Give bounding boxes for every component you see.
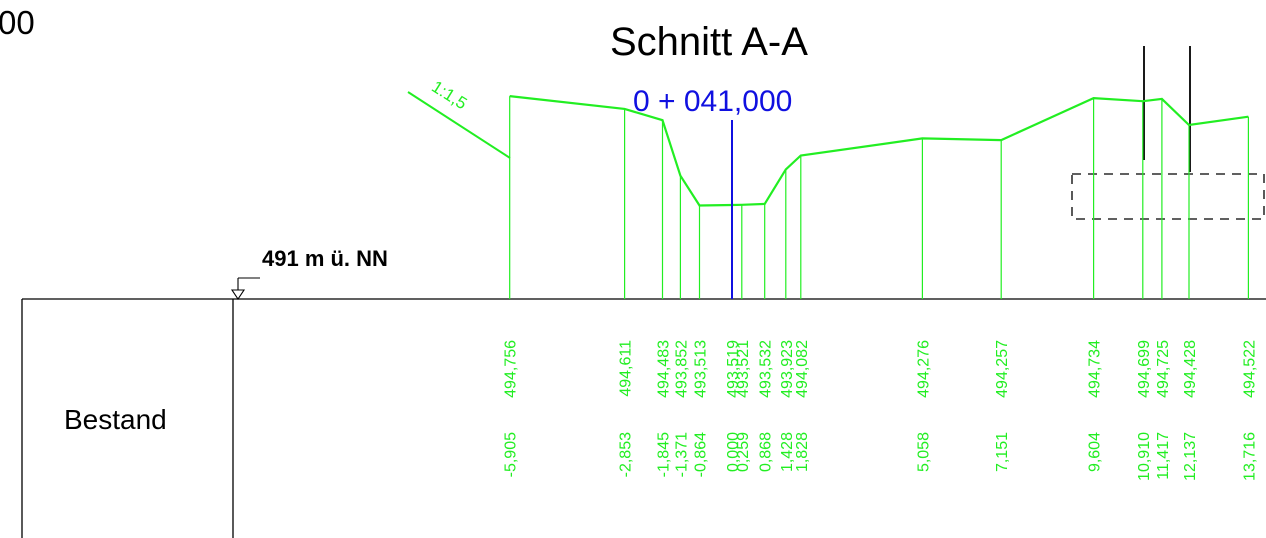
datum-label: 491 m ü. NN [262, 246, 388, 271]
height-label: 494,082 [794, 340, 811, 398]
height-label: 493,521 [735, 340, 752, 398]
height-label: 494,725 [1155, 340, 1172, 398]
terrain-verticals [509, 96, 1250, 299]
offset-label: 13,716 [1241, 432, 1258, 481]
height-label: 494,483 [656, 340, 673, 398]
offset-label: 0,259 [735, 432, 752, 472]
height-label: 493,852 [673, 340, 690, 398]
slope-extension: 1:1,5 [407, 77, 511, 159]
height-label: 494,756 [503, 340, 520, 398]
height-label: 493,532 [758, 340, 775, 398]
offset-label: 10,910 [1136, 432, 1153, 481]
height-label: 494,428 [1182, 340, 1199, 398]
datum-marker [230, 277, 260, 300]
offset-label: 11,417 [1155, 432, 1172, 480]
height-label: 494,699 [1136, 340, 1153, 398]
slope-line [407, 91, 511, 159]
station-label: 0 + 041,000 [633, 85, 793, 118]
height-label: 494,522 [1241, 340, 1258, 398]
offset-label: 7,151 [994, 432, 1011, 472]
height-label: 494,276 [915, 340, 932, 398]
table-frame [21, 298, 1266, 538]
dashed-outline [1071, 173, 1265, 220]
value-labels: 494,756 -5,905 494,611 -2,853 494,483 -1,845 4… [503, 340, 1259, 481]
offset-label: -2,853 [618, 432, 635, 477]
offset-label: 5,058 [915, 432, 932, 472]
slope-label: 1:1,5 [428, 77, 470, 113]
offset-label: 9,604 [1087, 432, 1104, 472]
height-label: 493,519 [725, 340, 742, 398]
corner-text: 00 [0, 4, 35, 41]
height-label: 493,513 [692, 340, 709, 398]
height-label: 494,611 [618, 340, 635, 397]
offset-label: -1,371 [673, 432, 690, 477]
offset-label: 1,428 [779, 432, 796, 472]
row-label-bestand: Bestand [64, 404, 167, 435]
offset-label: -1,845 [656, 432, 673, 477]
offset-label: 0,868 [758, 432, 775, 472]
height-label: 494,734 [1087, 340, 1104, 398]
terrain-line [509, 95, 1249, 207]
section-title: Schnitt A-A [610, 20, 808, 64]
terrain-profile [509, 95, 1249, 207]
offset-label: -0,864 [692, 432, 709, 477]
height-label: 493,923 [779, 340, 796, 398]
offset-label: -5,905 [503, 432, 520, 477]
offset-label: 0,000 [725, 432, 742, 472]
offset-label: 12,137 [1182, 432, 1199, 481]
structure [1071, 46, 1265, 220]
height-label: 494,257 [994, 340, 1011, 398]
offset-label: 1,828 [794, 432, 811, 472]
